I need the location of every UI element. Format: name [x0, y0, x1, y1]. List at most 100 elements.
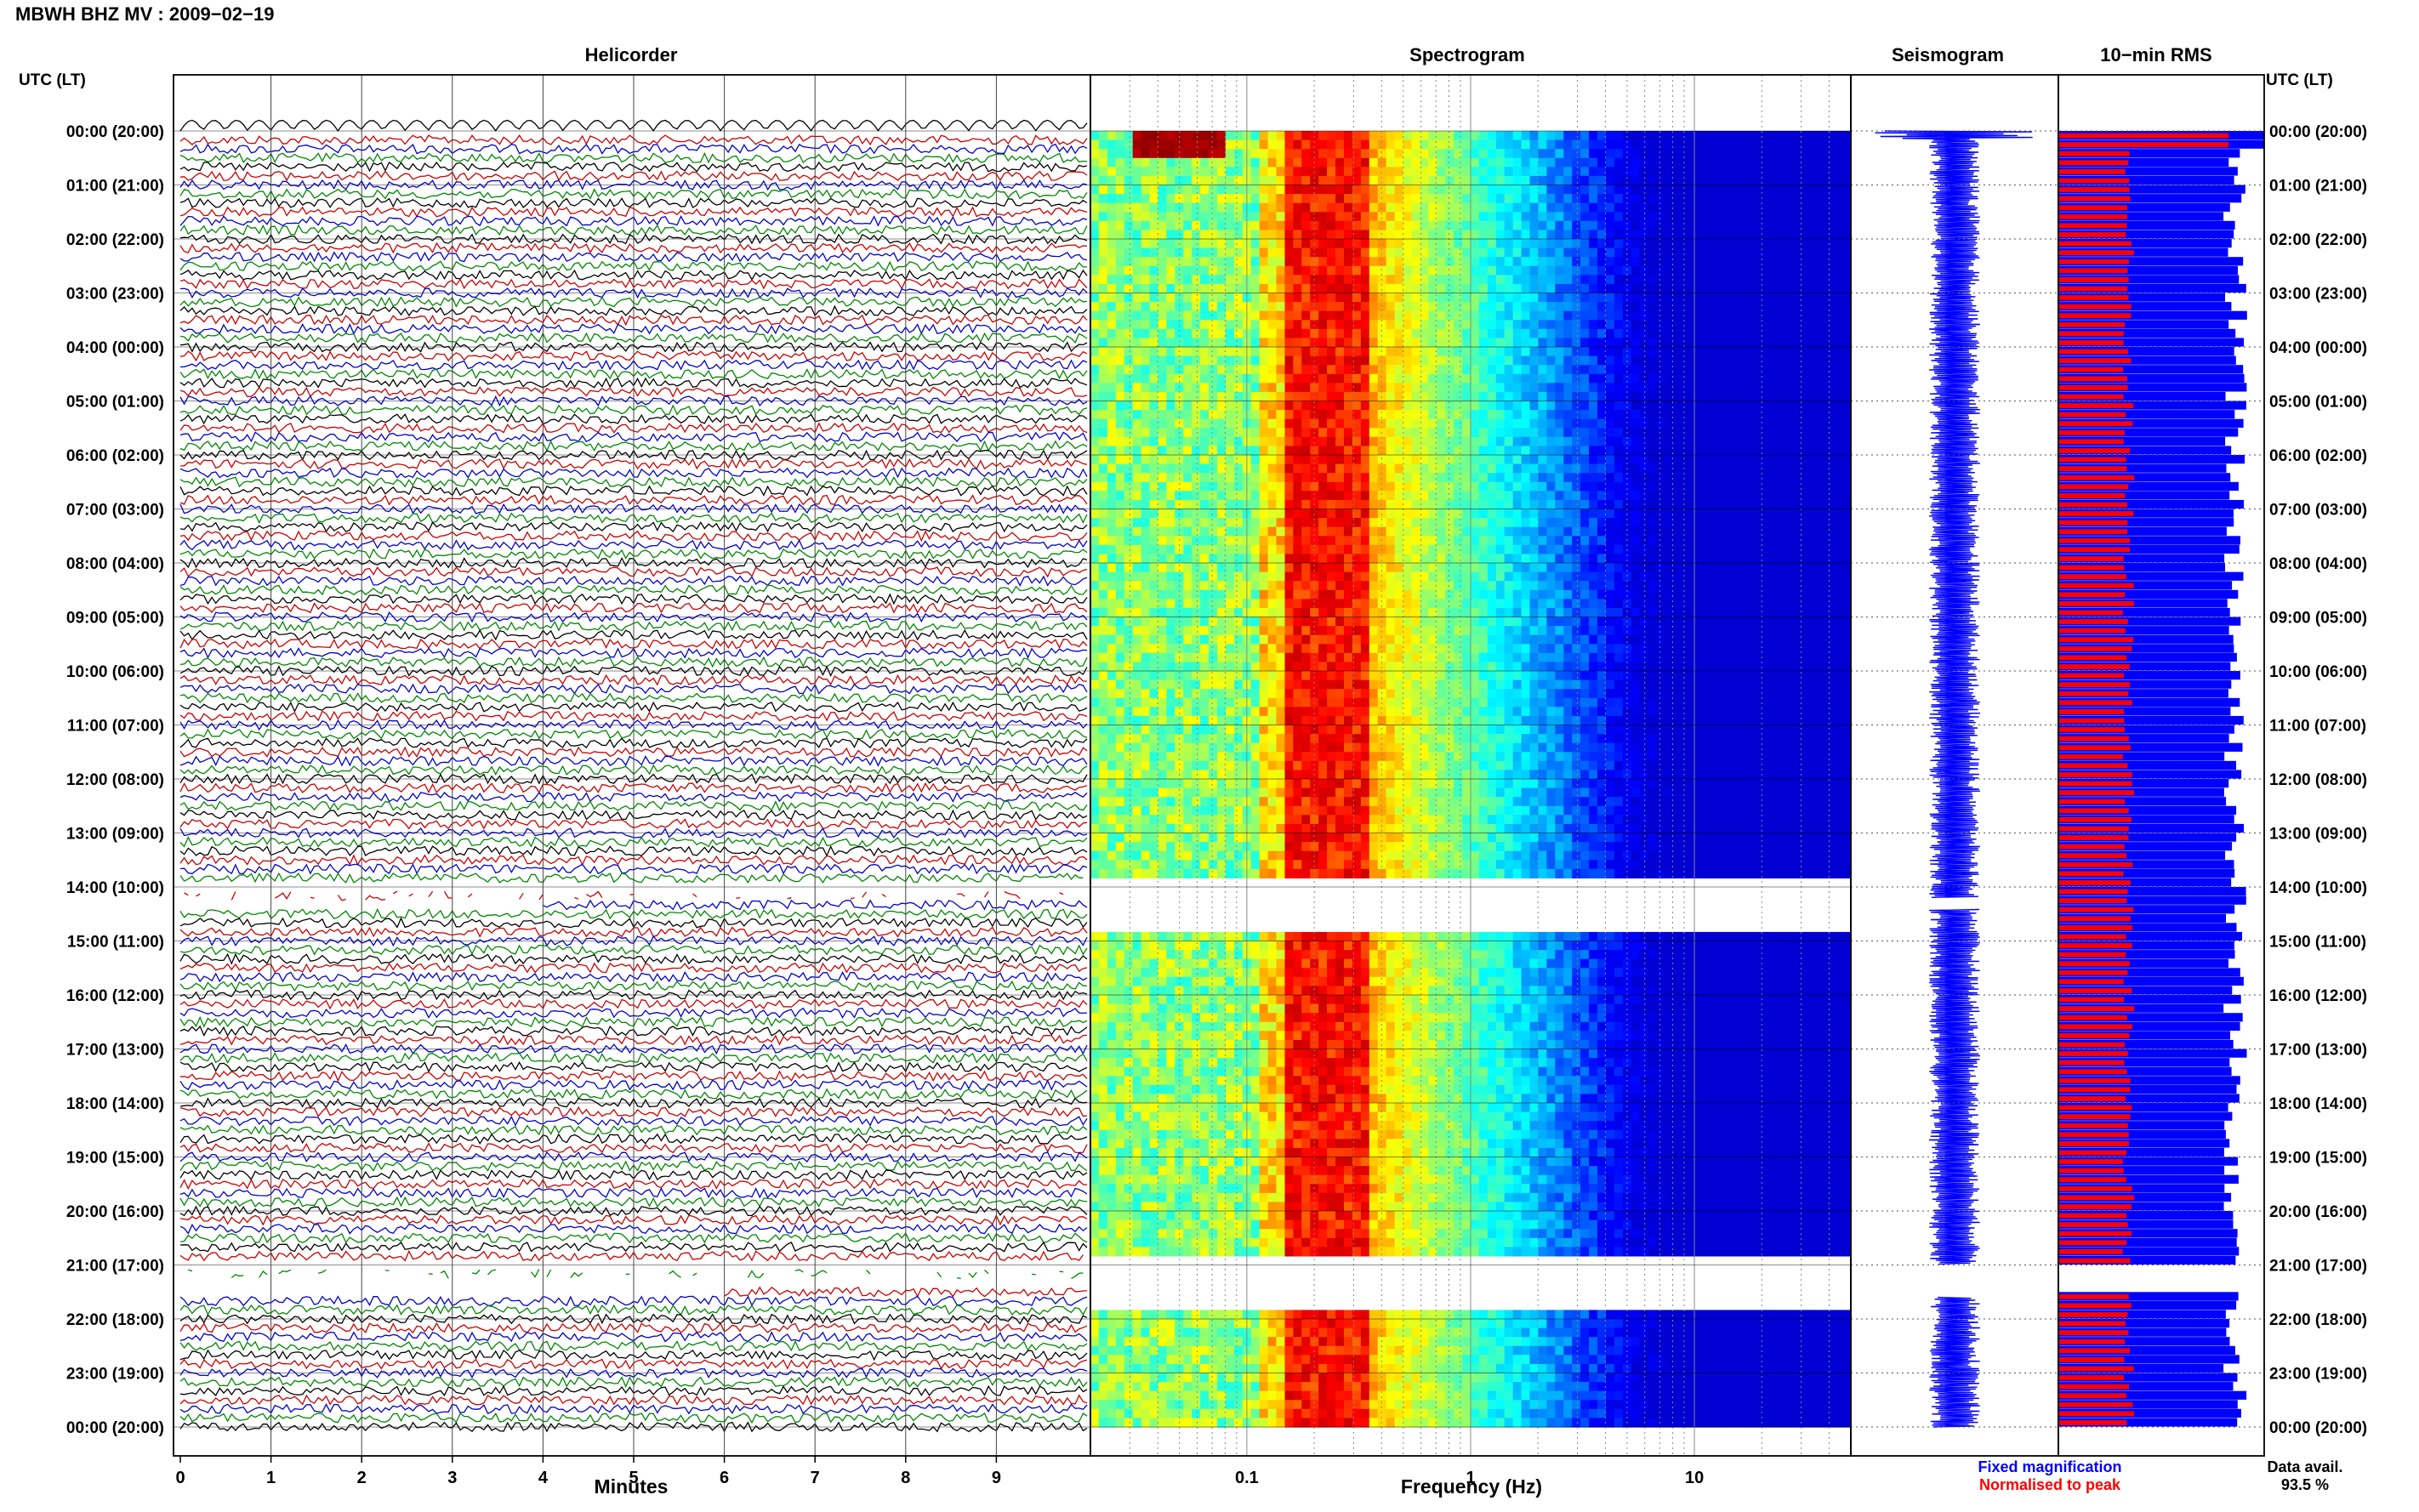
spectrogram-cell — [1605, 328, 1615, 338]
spectrogram-cell — [1200, 310, 1210, 321]
helicorder-title: Helicorder — [585, 44, 678, 65]
spectrogram-cell — [1478, 328, 1488, 338]
spectrogram-cell — [1403, 446, 1412, 456]
spectrogram-cell — [1090, 220, 1100, 230]
spectrogram-cell — [1471, 194, 1480, 204]
spectrogram-cell — [1158, 607, 1167, 618]
spectrogram-cell — [1225, 581, 1235, 591]
spectrogram-cell — [1098, 310, 1108, 321]
spectrogram-cell — [1665, 355, 1674, 366]
spectrogram-cell — [1834, 131, 1843, 141]
spectrogram-cell — [1817, 310, 1826, 321]
spectrogram-cell — [1386, 310, 1396, 321]
spectrogram-cell — [1149, 257, 1158, 267]
spectrogram-cell — [1766, 247, 1776, 258]
spectrogram-cell — [1521, 239, 1531, 249]
spectrogram-cell — [1825, 509, 1835, 519]
spectrogram-cell — [1656, 581, 1665, 591]
spectrogram-cell — [1124, 302, 1134, 312]
spectrogram-cell — [1800, 391, 1809, 402]
spectrogram-cell — [1834, 581, 1843, 591]
spectrogram-cell — [1639, 157, 1649, 168]
spectrogram-cell — [1335, 526, 1345, 537]
spectrogram-cell — [1791, 230, 1801, 240]
spectrogram-cell — [1115, 139, 1125, 150]
spectrogram-cell — [1301, 410, 1311, 420]
spectrogram-cell — [1622, 599, 1632, 609]
spectrogram-cell — [1471, 563, 1480, 573]
spectrogram-cell — [1563, 446, 1573, 456]
spectrogram-cell — [1495, 410, 1505, 420]
spectrogram-cell — [1327, 607, 1336, 618]
spectrogram-cell — [1276, 536, 1285, 546]
spectrogram-cell — [1090, 175, 1100, 186]
spectrogram-cell — [1825, 157, 1835, 168]
spectrogram-cell — [1665, 436, 1674, 446]
spectrogram-cell — [1233, 536, 1244, 546]
spectrogram-cell — [1665, 212, 1674, 222]
spectrogram-cell — [1808, 149, 1818, 159]
spectrogram-cell — [1716, 202, 1725, 213]
spectrogram-cell — [1589, 373, 1598, 384]
spectrogram-cell — [1808, 428, 1818, 438]
spectrogram-cell — [1149, 293, 1158, 303]
spectrogram-cell — [1437, 320, 1446, 330]
spectrogram-cell — [1512, 589, 1523, 600]
spectrogram-cell — [1800, 302, 1809, 312]
spectrogram-cell — [1673, 428, 1682, 438]
spectrogram-cell — [1495, 149, 1505, 159]
spectrogram-cell — [1699, 275, 1708, 285]
spectrogram-cell — [1166, 283, 1175, 294]
spectrogram-cell — [1673, 347, 1682, 357]
spectrogram-cell — [1732, 149, 1742, 159]
spectrogram-cell — [1124, 202, 1134, 213]
spectrogram-cell — [1369, 436, 1379, 446]
spectrogram-cell — [1310, 491, 1319, 501]
spectrogram-cell — [1631, 347, 1641, 357]
spectrogram-cell — [1267, 185, 1278, 195]
spectrogram-cell — [1825, 247, 1835, 258]
spectrogram-cell — [1107, 571, 1117, 582]
spectrogram-cell — [1183, 157, 1192, 168]
spectrogram-cell — [1538, 220, 1547, 230]
spectrogram-cell — [1166, 428, 1175, 438]
spectrogram-cell — [1454, 310, 1463, 321]
spectrogram-cell — [1098, 536, 1108, 546]
spectrogram-cell — [1724, 571, 1733, 582]
spectrogram-cell — [1740, 599, 1750, 609]
spectrogram-cell — [1344, 518, 1353, 528]
spectrogram-cell — [1293, 157, 1302, 168]
spectrogram-cell — [1631, 481, 1641, 492]
spectrogram-cell — [1377, 131, 1387, 141]
spectrogram-cell — [1757, 563, 1767, 573]
spectrogram-cell — [1555, 194, 1564, 204]
spectrogram-cell — [1352, 212, 1362, 222]
spectrogram-cell — [1344, 275, 1353, 285]
spectrogram-cell — [1538, 499, 1547, 510]
spectrogram-cell — [1749, 554, 1759, 564]
spectrogram-cell — [1791, 481, 1801, 492]
spectrogram-cell — [1115, 175, 1125, 186]
spectrogram-cell — [1276, 410, 1285, 420]
spectrogram-cell — [1132, 185, 1142, 195]
spectrogram-cell — [1233, 581, 1244, 591]
spectrogram-cell — [1673, 302, 1682, 312]
spectrogram-cell — [1707, 607, 1716, 618]
spectrogram-cell — [1377, 509, 1387, 519]
spectrogram-cell — [1512, 544, 1523, 554]
spectrogram-cell — [1250, 401, 1261, 411]
spectrogram-cell — [1766, 509, 1776, 519]
spectrogram-cell — [1589, 401, 1598, 411]
spectrogram-cell — [1310, 293, 1319, 303]
spectrogram-cell — [1403, 581, 1412, 591]
spectrogram-cell — [1327, 526, 1336, 537]
spectrogram-cell — [1352, 410, 1362, 420]
spectrogram-cell — [1107, 265, 1117, 276]
spectrogram-cell — [1529, 499, 1539, 510]
spectrogram-cell — [1411, 365, 1420, 375]
spectrogram-cell — [1504, 463, 1514, 474]
spectrogram-cell — [1580, 410, 1590, 420]
spectrogram-cell — [1614, 139, 1624, 150]
spectrogram-cell — [1622, 518, 1632, 528]
spectrogram-cell — [1428, 563, 1437, 573]
